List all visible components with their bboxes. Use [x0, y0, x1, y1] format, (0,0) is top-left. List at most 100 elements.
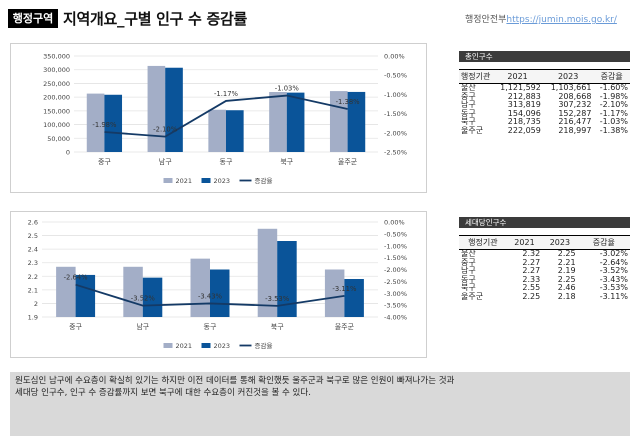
table-row: 울주군 2.25 2.18 -3.11%: [459, 291, 630, 302]
table-row: 동구 2.33 2.25 -3.43%: [459, 274, 630, 285]
population-chart-svg: 0 50,000 100,000 150,000 200,000 250,000 300,0…: [43, 53, 407, 186]
household-table: 행정기관 2021 2023 증감율 울산 2.32 2.25 -3.02% 중구 2.2…: [459, 235, 630, 301]
household-panel-title: 세대당인구수: [459, 217, 630, 228]
col-header: 2023: [542, 69, 594, 84]
bar-2021: [208, 109, 226, 152]
row-value: 218,735: [507, 117, 541, 126]
row-value: 208,668: [558, 91, 592, 101]
change-rate-line: [104, 94, 348, 138]
legend-swatch-2021: [163, 343, 173, 348]
x-tick-label: 남구: [136, 322, 149, 331]
note-line: 원도심인 남구에 수요층이 확실히 있기는 하지만 이전 데이터를 통해 확인했…: [15, 376, 455, 386]
y2-tick-label: -1.50%: [384, 110, 407, 118]
row-value: 1,121,592: [500, 83, 541, 92]
y-tick-label: 50,000: [47, 135, 70, 143]
y2-tick-label: -2.00%: [384, 129, 407, 137]
row-value: 154,096: [507, 108, 541, 118]
bar-2023: [347, 91, 366, 152]
row-value: 2.21: [557, 257, 576, 267]
population-table: 행정기관 2021 2023 증감율 울산 1,121,592 1,103,661-…: [459, 69, 630, 135]
y2-tick-label: -4.00%: [384, 314, 407, 322]
row-label: 북구: [461, 117, 476, 126]
bar-2021: [324, 269, 345, 317]
x-tick-label: 북구: [271, 323, 284, 331]
page-title: 지역개요_구별 인구 수 증감률: [63, 10, 247, 28]
row-value: 152,287: [558, 108, 592, 118]
x-tick-label: 동구: [220, 158, 233, 166]
legend-label: 증감율: [255, 342, 273, 350]
row-value: 313,819: [507, 100, 541, 109]
bar-2023: [344, 279, 364, 317]
row-value: 2.25: [557, 274, 576, 284]
row-value: 2.55: [522, 283, 541, 292]
data-label: -1.98%: [92, 121, 117, 129]
legend-swatch-2023: [201, 178, 211, 183]
row-value: 2.25: [522, 291, 541, 301]
change-rate-line: [75, 283, 345, 307]
row-value: 2.27: [522, 257, 541, 267]
legend-swatch-2021: [163, 178, 173, 183]
legend-label: 2023: [214, 177, 231, 185]
y2-tick-label: -2.00%: [384, 266, 407, 274]
bar-2021: [86, 93, 105, 152]
source-label: 행정안전부: [465, 15, 507, 25]
source-link[interactable]: https://jumin.mois.go.kr/: [506, 15, 617, 25]
y-tick-label: 150,000: [43, 107, 70, 115]
row-value: 212,883: [507, 91, 541, 101]
table-row: 울주군 222,059 218,997 -1.38%: [459, 125, 630, 136]
row-value: -2.64%: [599, 257, 628, 267]
x-tick-label: 울주군: [335, 323, 355, 331]
y2-tick-label: -3.50%: [384, 302, 407, 310]
legend-label: 2021: [176, 177, 193, 185]
bar-2021: [269, 92, 287, 152]
table-row: 남구 2.27 2.19 -3.52%: [459, 266, 630, 276]
row-label: 울주군: [461, 291, 484, 301]
row-value: -1.98%: [599, 91, 628, 101]
row-value: 2.46: [557, 283, 576, 292]
row-value: 222,059: [507, 125, 541, 135]
bar-2021: [123, 266, 143, 317]
table-row: 중구 212,883 208,668 -1.98%: [459, 91, 630, 102]
row-value: -2.10%: [599, 100, 628, 109]
bar-2023: [226, 110, 244, 152]
row-value: 2.32: [522, 249, 541, 258]
y-tick-label: 1.9: [28, 314, 38, 322]
bar-2023: [165, 67, 183, 152]
analysis-note: 원도심인 남구에 수요층이 확실히 있기는 하지만 이전 데이터를 통해 확인했…: [10, 372, 630, 436]
source-credit: 행정안전부https://jumin.mois.go.kr/: [465, 12, 617, 25]
population-chart: 0 50,000 100,000 150,000 200,000 250,000 300,0…: [10, 43, 427, 193]
household-chart: 1.9 2 2.1 2.2 2.3 2.4 2.5 2.6 0.00% -0.50% -1.00% -…: [10, 211, 427, 358]
table-row: 북구 218,735 216,477 -1.03%: [459, 117, 630, 127]
row-value: -3.11%: [599, 291, 628, 301]
y2-tick-label: 0.00%: [384, 219, 405, 227]
row-value: -1.38%: [599, 125, 628, 135]
row-value: -1.60%: [599, 83, 628, 92]
x-tick-label: 동구: [204, 323, 217, 331]
row-value: 2.33: [522, 274, 541, 284]
y2-tick-label: -1.00%: [384, 242, 407, 250]
row-value: -3.52%: [599, 266, 628, 275]
bar-2021: [190, 258, 210, 317]
y-tick-label: 250,000: [43, 80, 70, 88]
col-header: 행정기관: [459, 235, 507, 250]
y2-tick-label: 0.00%: [384, 53, 405, 61]
row-value: 2.25: [557, 249, 576, 258]
y2-tick-label: -1.50%: [384, 254, 407, 262]
row-label: 동구: [461, 274, 476, 284]
data-label: -2.10%: [153, 126, 178, 134]
y-tick-label: 200,000: [43, 94, 70, 102]
row-label: 북구: [461, 283, 476, 292]
y-tick-label: 300,000: [43, 66, 70, 74]
bar-2023: [277, 241, 297, 317]
y-tick-label: 2: [34, 300, 38, 308]
row-label: 동구: [461, 108, 476, 118]
y2-tick-label: -0.50%: [384, 230, 407, 238]
row-value: -3.02%: [599, 249, 628, 258]
x-tick-label: 북구: [280, 158, 293, 166]
y2-tick-label: -0.50%: [384, 72, 407, 80]
row-value: 307,232: [558, 100, 592, 109]
row-value: 2.18: [557, 291, 576, 301]
y-tick-label: 2.6: [28, 219, 38, 227]
household-panel: 세대당인구수 행정기관 2021 2023 증감율 울산 2.32 2.25 -3.0…: [459, 217, 630, 301]
y-tick-label: 100,000: [43, 121, 70, 129]
